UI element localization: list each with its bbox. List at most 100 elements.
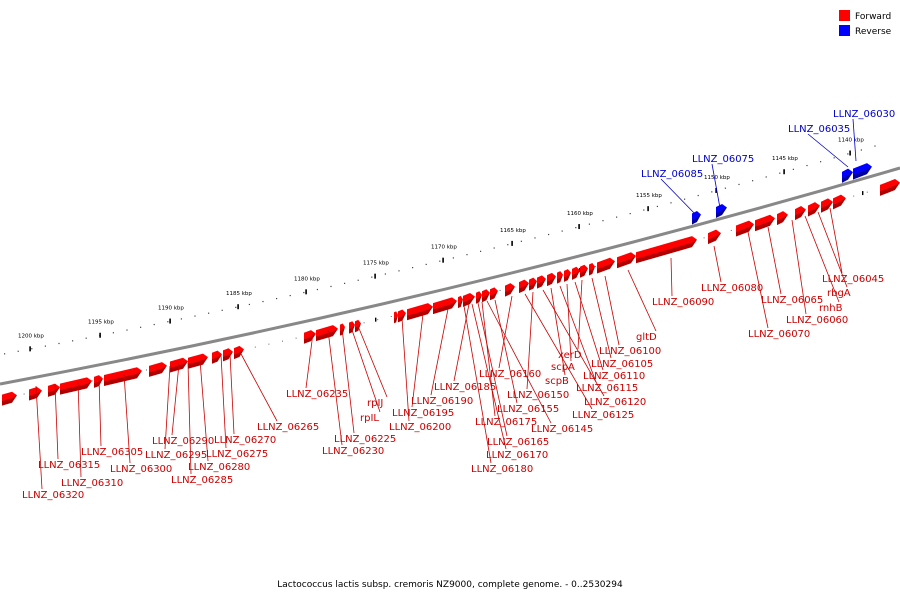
gene-label[interactable]: rnhB: [819, 303, 843, 314]
forward-gene-arrow[interactable]: [304, 330, 316, 344]
gene-label[interactable]: rbgA: [827, 288, 851, 299]
reverse-gene-arrow[interactable]: [853, 163, 872, 180]
gene-label[interactable]: LLNZ_06225: [334, 434, 396, 445]
gene-label[interactable]: LLNZ_06320: [22, 490, 84, 501]
gene-label[interactable]: xerD: [558, 350, 582, 361]
gene-label[interactable]: LLNZ_06280: [188, 462, 250, 473]
forward-gene-arrow[interactable]: [355, 319, 361, 333]
forward-gene-arrow[interactable]: [547, 272, 556, 287]
forward-gene-arrow[interactable]: [223, 348, 233, 362]
forward-gene-arrow[interactable]: [529, 277, 537, 291]
gene-label[interactable]: LLNZ_06075: [692, 154, 754, 165]
reverse-gene-arrow[interactable]: [692, 211, 701, 225]
gene-label[interactable]: LLNZ_06045: [822, 274, 884, 285]
gene-label[interactable]: LLNZ_06080: [701, 283, 763, 294]
gene-label[interactable]: LLNZ_06085: [641, 169, 703, 180]
gene-label[interactable]: gltD: [636, 332, 657, 343]
gene-label[interactable]: LLNZ_06310: [61, 478, 123, 489]
gene-label[interactable]: LLNZ_06160: [479, 369, 541, 380]
forward-gene-arrow[interactable]: [795, 206, 806, 221]
forward-gene-arrow[interactable]: [597, 257, 615, 274]
gene-label[interactable]: LLNZ_06065: [761, 295, 823, 306]
gene-label[interactable]: LLNZ_06035: [788, 124, 850, 135]
gene-label[interactable]: scpB: [545, 376, 569, 387]
forward-gene-arrow[interactable]: [29, 387, 42, 401]
gene-label[interactable]: LLNZ_06115: [576, 383, 638, 394]
gene-label[interactable]: LLNZ_06100: [599, 346, 661, 357]
gene-label[interactable]: LLNZ_06090: [652, 297, 714, 308]
forward-gene-arrow[interactable]: [188, 353, 208, 369]
gene-label[interactable]: LLNZ_06275: [206, 449, 268, 460]
forward-gene-arrow[interactable]: [519, 279, 529, 294]
gene-label[interactable]: LLNZ_06120: [584, 397, 646, 408]
forward-gene-arrow[interactable]: [537, 275, 546, 289]
forward-gene-arrow[interactable]: [505, 283, 515, 297]
forward-gene-arrow[interactable]: [60, 377, 92, 395]
gene-label[interactable]: LLNZ_06300: [110, 464, 172, 475]
gene-label[interactable]: LLNZ_06155: [497, 404, 559, 415]
forward-gene-arrow[interactable]: [476, 291, 482, 304]
gene-label[interactable]: LLNZ_06290: [152, 436, 214, 447]
gene-label[interactable]: LLNZ_06230: [322, 446, 384, 457]
forward-gene-arrow[interactable]: [407, 303, 433, 321]
forward-gene-arrow[interactable]: [755, 214, 775, 232]
forward-gene-arrow[interactable]: [104, 367, 142, 386]
forward-gene-arrow[interactable]: [398, 309, 406, 323]
gene-label[interactable]: LLNZ_06195: [392, 408, 454, 419]
reverse-gene-arrow[interactable]: [716, 203, 727, 218]
gene-label[interactable]: LLNZ_06180: [471, 464, 533, 475]
forward-gene-arrow[interactable]: [394, 311, 398, 324]
gene-label[interactable]: LLNZ_06175: [475, 417, 537, 428]
forward-gene-arrow[interactable]: [580, 264, 588, 278]
gene-label[interactable]: LLNZ_06235: [286, 389, 348, 400]
forward-gene-arrow[interactable]: [458, 295, 463, 309]
forward-gene-arrow[interactable]: [617, 252, 636, 269]
forward-gene-arrow[interactable]: [589, 262, 595, 276]
gene-label[interactable]: LLNZ_06030: [833, 109, 895, 120]
gene-label[interactable]: LLNZ_06305: [81, 447, 143, 458]
gene-label[interactable]: LLNZ_06145: [531, 424, 593, 435]
gene-label[interactable]: LLNZ_06165: [487, 437, 549, 448]
forward-gene-arrow[interactable]: [557, 271, 563, 284]
forward-gene-arrow[interactable]: [433, 297, 457, 315]
gene-label[interactable]: LLNZ_06150: [507, 390, 569, 401]
gene-label[interactable]: LLNZ_06295: [145, 450, 207, 461]
forward-gene-arrow[interactable]: [708, 229, 721, 245]
forward-gene-arrow[interactable]: [833, 194, 846, 210]
forward-gene-arrow[interactable]: [490, 287, 498, 301]
forward-gene-arrow[interactable]: [316, 325, 338, 342]
gene-label[interactable]: LLNZ_06060: [786, 315, 848, 326]
forward-gene-arrow[interactable]: [636, 236, 697, 264]
gene-label[interactable]: rpIJ: [367, 398, 383, 409]
forward-gene-arrow[interactable]: [149, 362, 167, 377]
forward-gene-arrow[interactable]: [821, 198, 833, 213]
forward-gene-arrow[interactable]: [777, 211, 788, 226]
gene-label[interactable]: LLNZ_06285: [171, 475, 233, 486]
forward-gene-arrow[interactable]: [736, 220, 754, 237]
gene-label[interactable]: LLNZ_06125: [572, 410, 634, 421]
forward-gene-arrow[interactable]: [572, 266, 580, 280]
forward-gene-arrow[interactable]: [234, 345, 244, 360]
gene-label[interactable]: LLNZ_06265: [257, 422, 319, 433]
forward-gene-arrow[interactable]: [94, 375, 103, 388]
forward-gene-arrow[interactable]: [349, 321, 355, 334]
gene-label[interactable]: rpIL: [360, 413, 379, 424]
gene-label[interactable]: LLNZ_06200: [389, 422, 451, 433]
gene-label[interactable]: LLNZ_06110: [583, 371, 645, 382]
forward-gene-arrow[interactable]: [880, 179, 900, 196]
gene-label[interactable]: LLNZ_06170: [486, 450, 548, 461]
gene-label[interactable]: LLNZ_06270: [214, 435, 276, 446]
forward-gene-arrow[interactable]: [212, 350, 222, 364]
forward-gene-arrow[interactable]: [48, 383, 60, 397]
gene-label[interactable]: LLNZ_06190: [411, 396, 473, 407]
forward-gene-arrow[interactable]: [808, 202, 820, 217]
gene-label[interactable]: LLNZ_06315: [38, 460, 100, 471]
gene-label[interactable]: LLNZ_06105: [591, 359, 653, 370]
gene-label[interactable]: LLNZ_06185: [434, 382, 496, 393]
forward-gene-arrow[interactable]: [564, 269, 571, 282]
forward-gene-arrow[interactable]: [2, 391, 17, 406]
gene-label[interactable]: scpA: [551, 362, 575, 373]
reverse-gene-arrow[interactable]: [842, 168, 853, 183]
forward-gene-arrow[interactable]: [463, 292, 475, 307]
forward-gene-arrow[interactable]: [482, 289, 490, 303]
